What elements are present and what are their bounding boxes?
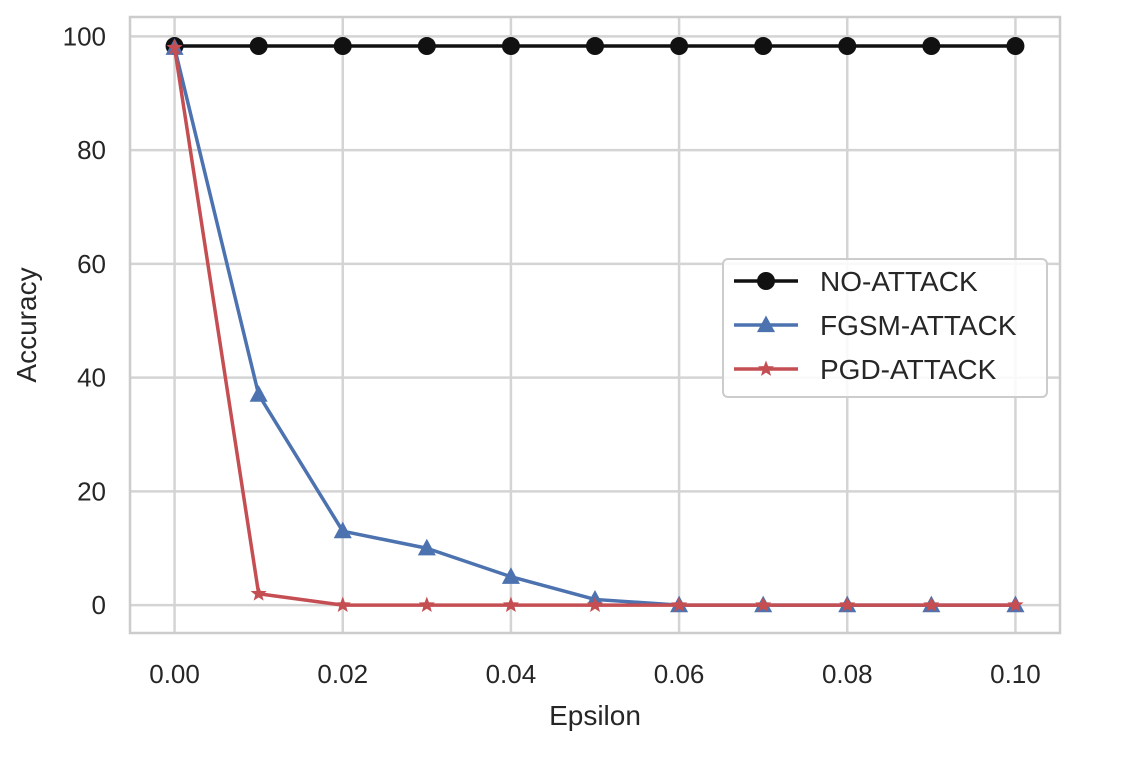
data-point-no-attack: [754, 37, 773, 56]
data-point-no-attack: [838, 37, 857, 56]
legend-label-fgsm-attack: FGSM-ATTACK: [820, 310, 1017, 341]
data-point-no-attack: [670, 37, 689, 56]
plot-frame: [128, 15, 1062, 635]
data-point-fgsm-attack: [333, 521, 352, 539]
legend-marker-fgsm-attack: [756, 315, 776, 333]
data-point-pgd-attack: [250, 585, 267, 601]
data-point-pgd-attack: [502, 596, 519, 613]
data-point-pgd-attack: [1007, 596, 1024, 613]
series-no-attack: [165, 37, 1025, 56]
legend-marker-pgd-attack: [757, 360, 775, 376]
data-point-no-attack: [417, 37, 436, 56]
series-layer: [165, 37, 1025, 613]
y-tick-label: 80: [77, 135, 106, 165]
x-tick-label: 0.02: [317, 659, 368, 689]
y-tick-label: 20: [77, 476, 106, 506]
data-point-no-attack: [1006, 37, 1025, 56]
x-tick-label: 0.00: [149, 659, 200, 689]
data-point-no-attack: [501, 37, 520, 56]
x-tick-label: 0.06: [654, 659, 705, 689]
data-point-no-attack: [249, 37, 268, 56]
y-tick-label: 60: [77, 249, 106, 279]
data-point-pgd-attack: [418, 596, 435, 613]
data-point-pgd-attack: [671, 596, 688, 613]
data-point-pgd-attack: [586, 596, 604, 613]
x-tick-label: 0.10: [990, 659, 1041, 689]
data-point-pgd-attack: [755, 596, 772, 613]
data-point-fgsm-attack: [417, 538, 436, 556]
tick-labels: 0.00 0.02 0.04 0.06 0.08 0.10 0 20 40 60 80 100: [63, 21, 1041, 689]
y-axis-title: Accuracy: [11, 267, 42, 382]
legend-box: [722, 258, 1048, 398]
data-point-no-attack: [333, 37, 352, 56]
data-point-fgsm-attack: [501, 567, 520, 584]
y-tick-label: 0: [92, 590, 106, 620]
data-point-fgsm-attack: [249, 385, 268, 402]
x-tick-label: 0.04: [486, 659, 537, 689]
legend-label-no-attack: NO-ATTACK: [820, 266, 978, 297]
data-point-pgd-attack: [166, 39, 183, 55]
y-tick-label: 40: [77, 363, 106, 393]
y-tick-label: 100: [63, 21, 106, 51]
legend-label-pgd-attack: PGD-ATTACK: [820, 354, 997, 385]
data-point-no-attack: [586, 37, 604, 56]
data-point-pgd-attack: [839, 596, 856, 613]
legend-marker-no-attack: [757, 272, 775, 290]
x-axis-title: Epsilon: [549, 700, 641, 731]
data-point-no-attack: [922, 37, 941, 56]
data-point-pgd-attack: [923, 596, 940, 613]
x-tick-label: 0.08: [822, 659, 873, 689]
data-point-pgd-attack: [334, 596, 351, 613]
legend: NO-ATTACK FGSM-ATTACK PGD-ATTACK: [722, 258, 1048, 398]
series-pgd-attack: [166, 39, 1024, 613]
